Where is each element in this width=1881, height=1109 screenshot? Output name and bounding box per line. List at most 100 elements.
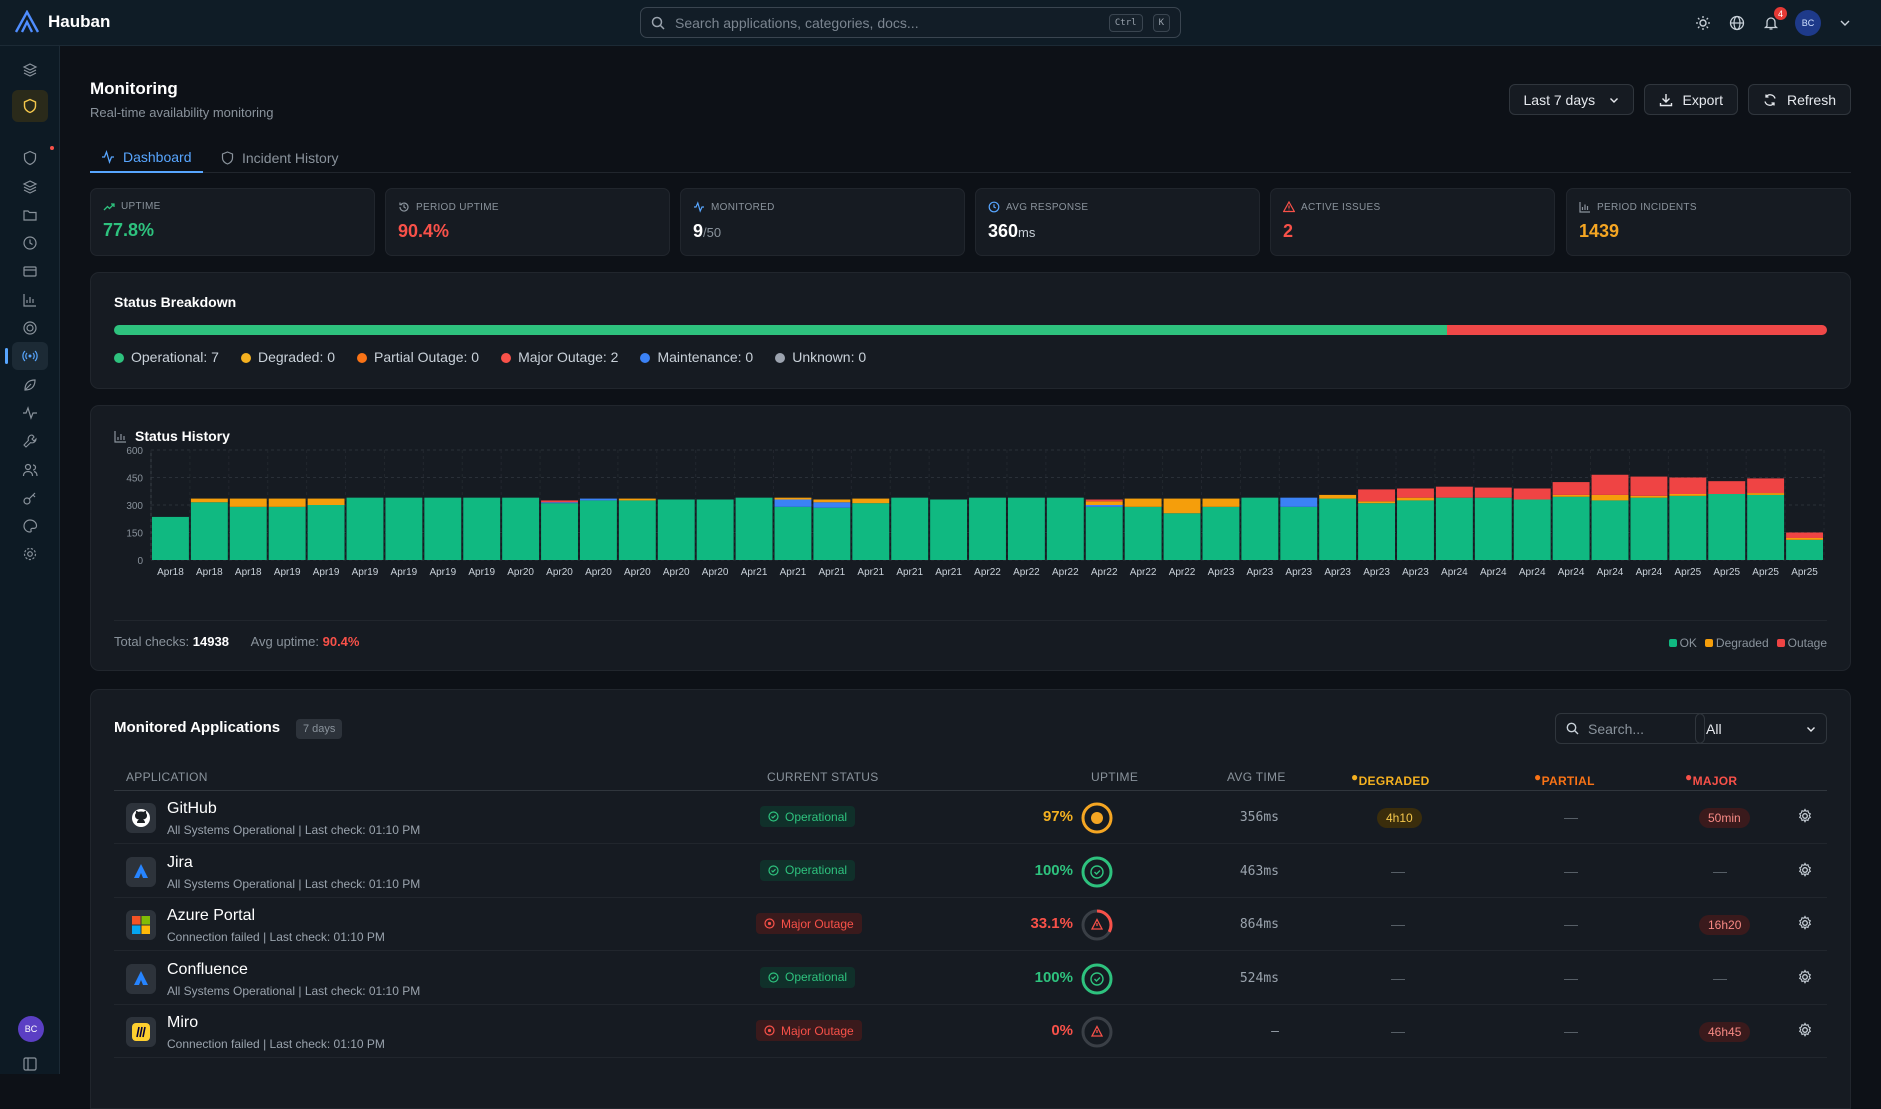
bar-outage-24[interactable] xyxy=(1085,499,1123,502)
leaf-icon[interactable] xyxy=(12,371,48,399)
bar-ok-27[interactable] xyxy=(1202,506,1240,560)
bar-degraded-36[interactable] xyxy=(1552,494,1590,497)
pulse-icon[interactable] xyxy=(12,399,48,427)
bar-ok-20[interactable] xyxy=(930,499,968,561)
bar-ok-12[interactable] xyxy=(618,500,656,560)
bar-degraded-4[interactable] xyxy=(307,498,345,505)
apps-search-input[interactable]: Search... xyxy=(1555,713,1705,744)
bar-ok-42[interactable] xyxy=(1786,539,1823,560)
col-current-status[interactable]: CURRENT STATUS xyxy=(767,770,879,784)
table-row[interactable]: Miro Connection failed | Last check: 01:1… xyxy=(114,1005,1827,1058)
bar-degraded-17[interactable] xyxy=(813,499,851,503)
bar-ok-35[interactable] xyxy=(1513,499,1551,561)
bar-degraded-24[interactable] xyxy=(1085,501,1123,505)
chevron-down-icon[interactable] xyxy=(1835,13,1855,33)
bar-maintenance-17[interactable] xyxy=(813,502,851,508)
range-select[interactable]: Last 7 days xyxy=(1508,84,1634,115)
bar-degraded-25[interactable] xyxy=(1124,498,1162,507)
users-icon[interactable] xyxy=(12,456,48,484)
brand-logo[interactable]: Hauban xyxy=(14,10,110,34)
table-row[interactable]: GitHub All Systems Operational | Last che… xyxy=(114,791,1827,844)
bar-degraded-37[interactable] xyxy=(1591,494,1629,501)
bar-maintenance-29[interactable] xyxy=(1280,497,1318,507)
col-partial[interactable]: ● PARTIAL xyxy=(1534,770,1595,788)
bar-ok-16[interactable] xyxy=(774,506,812,560)
col-degraded[interactable]: ● DEGRADED xyxy=(1351,770,1430,788)
bar-ok-24[interactable] xyxy=(1085,506,1123,560)
chart-icon[interactable] xyxy=(12,286,48,314)
bar-ok-17[interactable] xyxy=(813,507,851,560)
bar-outage-37[interactable] xyxy=(1591,474,1629,495)
palette-icon[interactable] xyxy=(12,512,48,540)
bar-ok-18[interactable] xyxy=(852,503,890,560)
col-major[interactable]: ● MAJOR xyxy=(1685,770,1738,788)
shield-active-icon[interactable] xyxy=(12,90,48,122)
bar-ok-39[interactable] xyxy=(1669,495,1707,560)
bar-degraded-1[interactable] xyxy=(190,498,228,503)
bar-ok-14[interactable] xyxy=(696,499,734,561)
bar-outage-32[interactable] xyxy=(1397,488,1434,498)
bar-ok-30[interactable] xyxy=(1319,498,1357,560)
bar-degraded-18[interactable] xyxy=(852,498,890,504)
settings-gear-icon[interactable] xyxy=(1797,861,1813,878)
bar-outage-38[interactable] xyxy=(1630,476,1668,496)
wrench-icon[interactable] xyxy=(12,427,48,455)
tab-dashboard[interactable]: Dashboard xyxy=(90,143,203,173)
col-avg-time[interactable]: AVG TIME xyxy=(1227,770,1286,784)
layers-icon[interactable] xyxy=(12,56,48,84)
bar-ok-4[interactable] xyxy=(307,505,345,560)
bell-icon[interactable]: 4 xyxy=(1761,7,1787,33)
bar-ok-37[interactable] xyxy=(1591,500,1629,560)
bar-ok-34[interactable] xyxy=(1474,497,1512,560)
bar-outage-35[interactable] xyxy=(1513,488,1551,500)
bar-ok-33[interactable] xyxy=(1435,497,1473,560)
bar-degraded-27[interactable] xyxy=(1202,498,1240,507)
user-avatar[interactable]: BC xyxy=(1795,10,1821,36)
key-icon[interactable] xyxy=(12,484,48,512)
table-row[interactable]: Confluence All Systems Operational | Last… xyxy=(114,952,1827,1005)
bar-ok-5[interactable] xyxy=(346,497,384,560)
bar-degraded-42[interactable] xyxy=(1786,538,1823,540)
bar-degraded-16[interactable] xyxy=(774,497,812,500)
bar-ok-2[interactable] xyxy=(229,506,267,560)
bar-outage-41[interactable] xyxy=(1747,478,1785,494)
shield-icon[interactable] xyxy=(12,144,48,172)
app-name[interactable]: Azure Portal xyxy=(167,907,256,924)
clock-icon[interactable] xyxy=(12,229,48,257)
bar-ok-7[interactable] xyxy=(424,497,462,560)
col-uptime[interactable]: UPTIME xyxy=(1091,770,1139,784)
bar-maintenance-24[interactable] xyxy=(1085,505,1123,507)
settings-gear-icon[interactable] xyxy=(1797,968,1813,985)
bar-ok-32[interactable] xyxy=(1397,500,1434,560)
tab-incident-history[interactable]: Incident History xyxy=(210,143,349,173)
sidebar-avatar[interactable]: BC xyxy=(18,1016,44,1042)
bar-degraded-30[interactable] xyxy=(1319,494,1357,499)
bar-ok-8[interactable] xyxy=(463,497,501,560)
bar-ok-22[interactable] xyxy=(1007,497,1045,560)
bar-degraded-41[interactable] xyxy=(1747,493,1785,495)
export-button[interactable]: Export xyxy=(1643,84,1738,115)
bar-ok-31[interactable] xyxy=(1358,503,1396,560)
bar-ok-13[interactable] xyxy=(657,499,695,561)
table-row[interactable]: Jira All Systems Operational | Last check… xyxy=(114,845,1827,898)
bar-degraded-31[interactable] xyxy=(1358,501,1396,504)
bar-ok-26[interactable] xyxy=(1163,513,1201,560)
col-application[interactable]: APPLICATION xyxy=(126,770,208,784)
bar-degraded-12[interactable] xyxy=(618,498,656,501)
bar-ok-3[interactable] xyxy=(268,506,306,560)
bar-outage-33[interactable] xyxy=(1435,486,1473,498)
bar-outage-39[interactable] xyxy=(1669,477,1707,495)
global-search[interactable]: Search applications, categories, docs...… xyxy=(640,7,1181,38)
globe-icon[interactable] xyxy=(1727,13,1747,33)
bar-ok-29[interactable] xyxy=(1280,506,1318,560)
bar-ok-15[interactable] xyxy=(735,497,773,560)
bar-outage-40[interactable] xyxy=(1708,481,1746,494)
bar-degraded-39[interactable] xyxy=(1669,494,1707,496)
bar-maintenance-11[interactable] xyxy=(579,498,617,501)
bar-ok-21[interactable] xyxy=(969,497,1006,560)
bar-ok-9[interactable] xyxy=(502,497,540,560)
bar-ok-0[interactable] xyxy=(152,516,189,560)
table-row[interactable]: Azure Portal Connection failed | Last che… xyxy=(114,898,1827,951)
bar-ok-41[interactable] xyxy=(1747,494,1785,560)
theme-toggle-icon[interactable] xyxy=(1693,13,1713,33)
